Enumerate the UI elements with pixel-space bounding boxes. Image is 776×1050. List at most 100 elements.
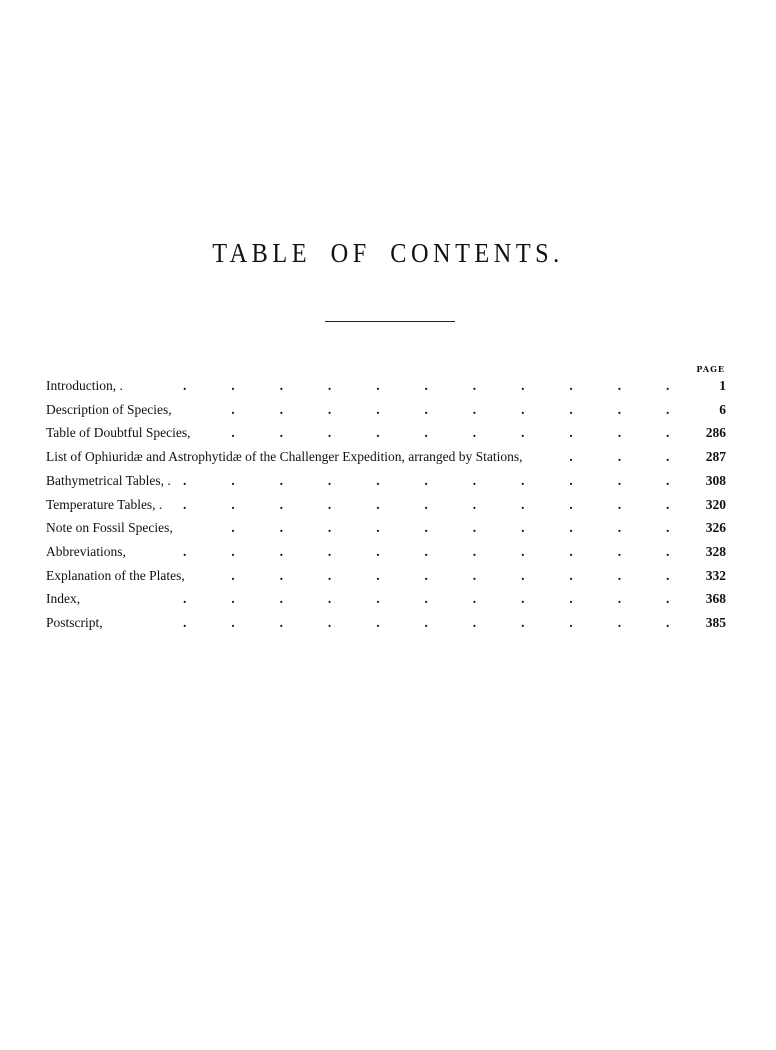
dot-leader: .: [569, 591, 573, 607]
toc-entry[interactable]: List of Ophiuridæ and Astrophytidæ of th…: [46, 449, 726, 469]
dot-leader: .: [472, 401, 477, 417]
dot-leader: .: [376, 591, 380, 607]
dot-leader: .: [617, 472, 622, 488]
dot-leader: .: [327, 520, 332, 536]
toc-entry[interactable]: Temperature Tables, . 320...........: [46, 497, 726, 517]
dot-leader: .: [376, 496, 380, 512]
dot-leader: .: [617, 378, 622, 393]
dot-leader: .: [521, 472, 525, 488]
dot-leader: .: [376, 472, 380, 488]
dot-leader: .: [231, 615, 235, 630]
dot-leader: .: [617, 425, 622, 441]
dot-leader: .: [424, 567, 428, 583]
dot-leader: .: [279, 378, 283, 393]
dot-leader: .: [424, 591, 428, 607]
dot-leader: .: [279, 496, 283, 512]
dot-leader: .: [617, 591, 622, 607]
dot-leader: .: [569, 425, 573, 441]
dot-leader: .: [424, 425, 428, 441]
dot-leader: .: [231, 496, 235, 512]
dot-leader: .: [617, 615, 622, 630]
dot-leader: .: [424, 472, 428, 488]
dot-leader: .: [617, 567, 622, 583]
dot-leader: .: [617, 520, 622, 536]
toc-entry[interactable]: Note on Fossil Species, 326..........: [46, 520, 726, 540]
dot-leader: .: [327, 615, 332, 630]
dot-leader: .: [666, 449, 670, 465]
toc-entry[interactable]: Explanation of the Plates, 332..........: [46, 568, 726, 588]
dot-leader: .: [424, 543, 428, 559]
dot-leader: .: [424, 615, 428, 630]
dot-leader: .: [569, 567, 573, 583]
dot-leader: .: [521, 520, 525, 536]
dot-leader: .: [666, 401, 670, 417]
dot-leader: .: [183, 472, 187, 488]
toc-entry-page: 328: [705, 543, 726, 559]
dot-leader: .: [472, 472, 477, 488]
dot-leader: .: [279, 520, 283, 536]
page-title: TABLE OF CONTENTS.: [212, 238, 564, 268]
dot-leader: .: [376, 567, 380, 583]
dot-leader: .: [376, 543, 380, 559]
dot-leader: .: [521, 591, 525, 607]
dot-leader: .: [569, 472, 573, 488]
dot-leader: .: [327, 591, 332, 607]
toc-entry-page: 308: [705, 472, 726, 488]
dot-leader: .: [472, 425, 477, 441]
dot-leader: .: [424, 520, 428, 536]
toc-entry-title: Abbreviations,: [46, 543, 126, 559]
dot-leader: .: [666, 567, 670, 583]
toc-entry[interactable]: Description of Species, 6..........: [46, 402, 726, 422]
toc-entry-title: List of Ophiuridæ and Astrophytidæ of th…: [46, 449, 523, 465]
toc-entry[interactable]: Table of Doubtful Species, 286..........: [46, 425, 726, 445]
dot-leader: .: [472, 496, 477, 512]
toc-entry-page: 6: [719, 401, 726, 417]
dot-leader: .: [666, 591, 670, 607]
dot-leader: .: [376, 520, 380, 536]
dot-leader: .: [617, 401, 622, 417]
dot-leader: .: [327, 496, 332, 512]
dot-leader: .: [327, 401, 332, 417]
dot-leader: .: [231, 401, 235, 417]
toc-entry[interactable]: Postscript, 385...........: [46, 615, 726, 635]
toc-entry-page: 286: [705, 425, 726, 441]
toc-entry[interactable]: Abbreviations, 328...........: [46, 544, 726, 564]
dot-leader: .: [231, 425, 235, 441]
dot-leader: .: [231, 520, 235, 536]
dot-leader: .: [521, 401, 525, 417]
dot-leader: .: [521, 378, 525, 393]
dot-leader: .: [569, 401, 573, 417]
toc-entry-title: Bathymetrical Tables, .: [46, 472, 171, 488]
dot-leader: .: [666, 425, 670, 441]
toc-entry-title: Table of Doubtful Species,: [46, 425, 191, 441]
toc-entry-title: Introduction, .: [46, 378, 123, 393]
dot-leader: .: [231, 543, 235, 559]
dot-leader: .: [521, 615, 525, 630]
dot-leader: .: [279, 567, 283, 583]
dot-leader: .: [183, 378, 187, 393]
dot-leader: .: [327, 378, 332, 393]
dot-leader: .: [327, 425, 332, 441]
dot-leader: .: [569, 615, 573, 630]
toc-entry-title: Explanation of the Plates,: [46, 567, 185, 583]
dot-leader: .: [279, 543, 283, 559]
toc-entry-title: Postscript,: [46, 615, 103, 630]
dot-leader: .: [569, 378, 573, 393]
dot-leader: .: [666, 496, 670, 512]
dot-leader: .: [424, 378, 428, 393]
dot-leader: .: [472, 543, 477, 559]
toc-entry[interactable]: Bathymetrical Tables, . 308...........: [46, 473, 726, 493]
toc-entry[interactable]: Introduction, . 1...........: [46, 378, 726, 398]
dot-leader: .: [472, 520, 477, 536]
dot-leader: .: [666, 378, 670, 393]
dot-leader: .: [569, 520, 573, 536]
toc-entry-title: Temperature Tables, .: [46, 496, 163, 512]
dot-leader: .: [472, 615, 477, 630]
dot-leader: .: [424, 401, 428, 417]
dot-leader: .: [617, 543, 622, 559]
dot-leader: .: [424, 496, 428, 512]
dot-leader: .: [521, 543, 525, 559]
toc-entry[interactable]: Index, 368...........: [46, 591, 726, 611]
dot-leader: .: [521, 425, 525, 441]
dot-leader: .: [231, 472, 235, 488]
